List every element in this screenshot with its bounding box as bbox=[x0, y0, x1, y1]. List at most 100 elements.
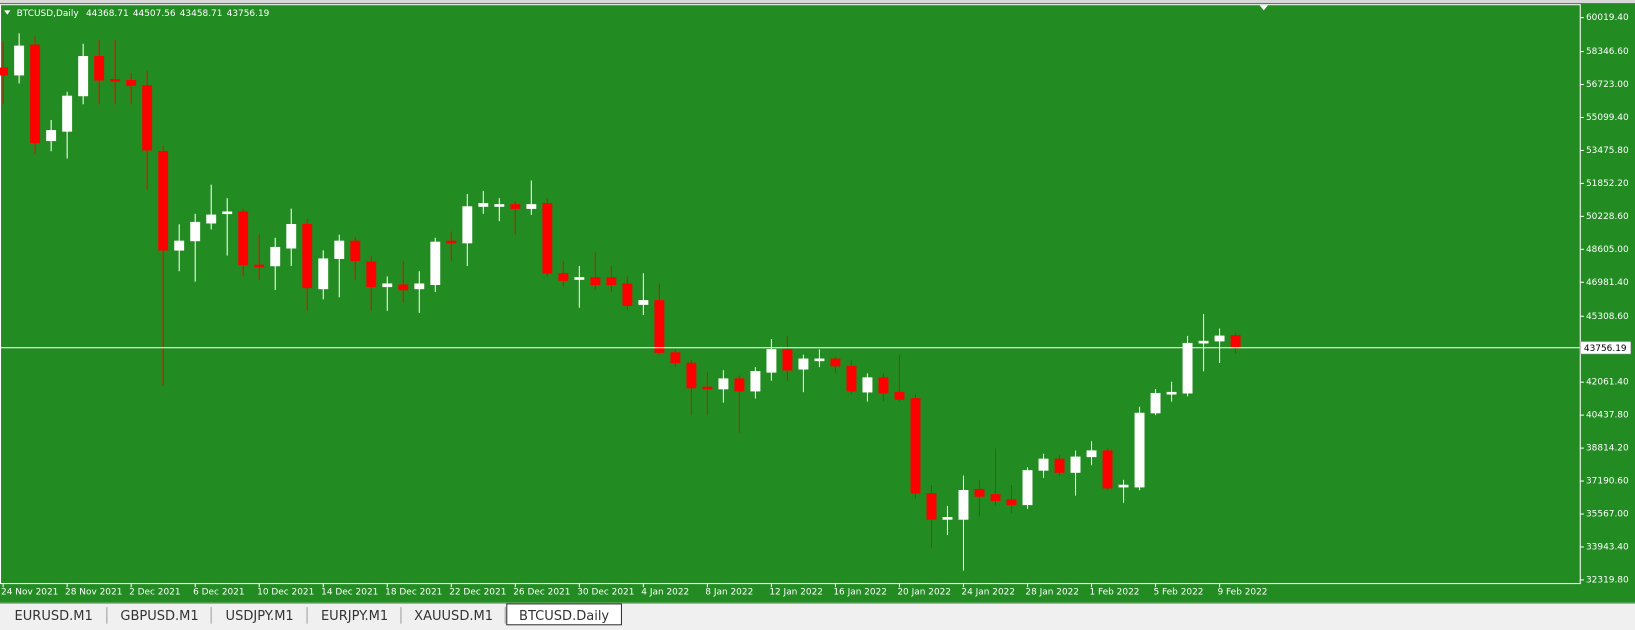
candle-body bbox=[494, 204, 505, 207]
tab-bar bbox=[0, 602, 1635, 630]
x-tick-label: 26 Dec 2021 bbox=[513, 587, 570, 597]
x-tick-label: 10 Dec 2021 bbox=[257, 587, 314, 597]
candle-body bbox=[446, 240, 457, 244]
y-tick-label: 50228.60 bbox=[1586, 212, 1629, 222]
candle-body bbox=[126, 80, 137, 86]
y-tick-label: 40437.80 bbox=[1586, 411, 1629, 421]
tab[interactable]: EURUSD.M1 bbox=[15, 607, 108, 624]
y-tick-label: 32319.80 bbox=[1586, 575, 1629, 585]
tab-label[interactable]: EURUSD.M1 bbox=[15, 609, 93, 624]
shift-marker[interactable] bbox=[1259, 5, 1268, 11]
y-tick-label: 60019.40 bbox=[1586, 13, 1629, 23]
x-tick-label: 6 Dec 2021 bbox=[193, 587, 244, 597]
candle-body bbox=[670, 352, 681, 364]
x-tick-label: 22 Dec 2021 bbox=[449, 587, 506, 597]
candle-body bbox=[190, 221, 201, 242]
y-tick-label: 42061.40 bbox=[1586, 378, 1629, 388]
candle-body bbox=[30, 44, 41, 144]
candle-body bbox=[0, 67, 9, 76]
candle-body bbox=[398, 284, 409, 291]
candle-body bbox=[46, 130, 57, 142]
candle-body bbox=[414, 283, 425, 290]
x-tick-label: 5 Feb 2022 bbox=[1153, 587, 1203, 597]
tab-active[interactable] bbox=[506, 603, 622, 626]
candle-body bbox=[894, 391, 905, 400]
chart-background bbox=[0, 0, 1635, 603]
x-tick-label: 4 Jan 2022 bbox=[641, 587, 689, 597]
tab-label[interactable]: XAUUSD.M1 bbox=[414, 609, 493, 624]
header-low: 43458.71 bbox=[180, 9, 223, 19]
x-tick-label: 16 Jan 2022 bbox=[833, 587, 887, 597]
tab[interactable]: BTCUSD.Daily bbox=[506, 603, 622, 626]
candle-body bbox=[1150, 392, 1161, 414]
tab[interactable]: EURJPY.M1 bbox=[321, 607, 402, 624]
x-tick-label: 30 Dec 2021 bbox=[577, 587, 634, 597]
y-tick-label: 51852.20 bbox=[1586, 179, 1629, 189]
candle-body bbox=[1086, 450, 1097, 458]
candle-body bbox=[1182, 342, 1193, 394]
candle-body bbox=[334, 240, 345, 259]
x-tick-label: 9 Feb 2022 bbox=[1217, 587, 1267, 597]
candle-body bbox=[78, 56, 89, 97]
candle-body bbox=[206, 214, 217, 224]
candle-body bbox=[94, 56, 105, 81]
candle-body bbox=[782, 349, 793, 371]
tab-label[interactable]: BTCUSD.Daily bbox=[519, 609, 609, 624]
candle-body bbox=[1006, 499, 1017, 506]
x-tick-label: 28 Jan 2022 bbox=[1025, 587, 1079, 597]
candle-body bbox=[686, 362, 697, 389]
candle-body bbox=[990, 494, 1001, 501]
tab-label[interactable]: USDJPY.M1 bbox=[226, 609, 294, 624]
candle-body bbox=[142, 85, 153, 151]
tab[interactable]: XAUUSD.M1 bbox=[414, 607, 506, 624]
candle-body bbox=[638, 300, 649, 305]
candle-body bbox=[542, 203, 553, 274]
x-tick-label: 24 Jan 2022 bbox=[961, 587, 1015, 597]
candle-body bbox=[382, 283, 393, 288]
candle-body bbox=[158, 150, 169, 251]
candle-body bbox=[1214, 335, 1225, 342]
tab-label[interactable]: GBPUSD.M1 bbox=[120, 609, 198, 624]
header-high: 44507.56 bbox=[133, 9, 176, 19]
candle-body bbox=[766, 349, 777, 373]
candle-body bbox=[510, 204, 521, 209]
candle-body bbox=[590, 277, 601, 286]
candle-body bbox=[798, 358, 809, 370]
header-open: 44368.71 bbox=[86, 9, 129, 19]
candle-body bbox=[62, 95, 73, 132]
candle-body bbox=[654, 300, 665, 353]
candle-body bbox=[878, 377, 889, 394]
y-tick-label: 58346.60 bbox=[1586, 47, 1629, 57]
candle-body bbox=[958, 489, 969, 520]
candle-body bbox=[110, 79, 121, 82]
candle-body bbox=[254, 264, 265, 268]
plot-frame bbox=[0, 4, 1581, 585]
candle-body bbox=[830, 358, 841, 367]
candle-body bbox=[238, 211, 249, 266]
candle-body bbox=[910, 398, 921, 494]
y-tick-label: 55099.40 bbox=[1586, 113, 1629, 123]
chart-title: BTCUSD,Daily bbox=[17, 9, 80, 19]
candle-body bbox=[926, 493, 937, 520]
candle-body bbox=[574, 277, 585, 280]
header-arrow[interactable] bbox=[4, 10, 11, 15]
candle-body bbox=[1134, 412, 1145, 488]
candle-body bbox=[222, 211, 233, 215]
tab[interactable]: USDJPY.M1 bbox=[226, 607, 308, 624]
header-close: 43756.19 bbox=[227, 9, 270, 19]
candle-body bbox=[1230, 335, 1241, 349]
candle-body bbox=[526, 204, 537, 209]
y-tick-label: 46981.40 bbox=[1586, 278, 1629, 288]
x-tick-label: 20 Jan 2022 bbox=[897, 587, 951, 597]
candle-body bbox=[846, 365, 857, 392]
x-tick-label: 1 Feb 2022 bbox=[1089, 587, 1139, 597]
x-tick-label: 28 Nov 2021 bbox=[65, 587, 122, 597]
x-tick-label: 2 Dec 2021 bbox=[129, 587, 180, 597]
candle-body bbox=[750, 371, 761, 392]
tab-label[interactable]: EURJPY.M1 bbox=[321, 609, 388, 624]
y-tick-label: 45308.60 bbox=[1586, 312, 1629, 322]
x-tick-label: 18 Dec 2021 bbox=[385, 587, 442, 597]
tab[interactable]: GBPUSD.M1 bbox=[120, 607, 212, 624]
candle-body bbox=[318, 258, 329, 290]
candle-body bbox=[1102, 450, 1113, 489]
